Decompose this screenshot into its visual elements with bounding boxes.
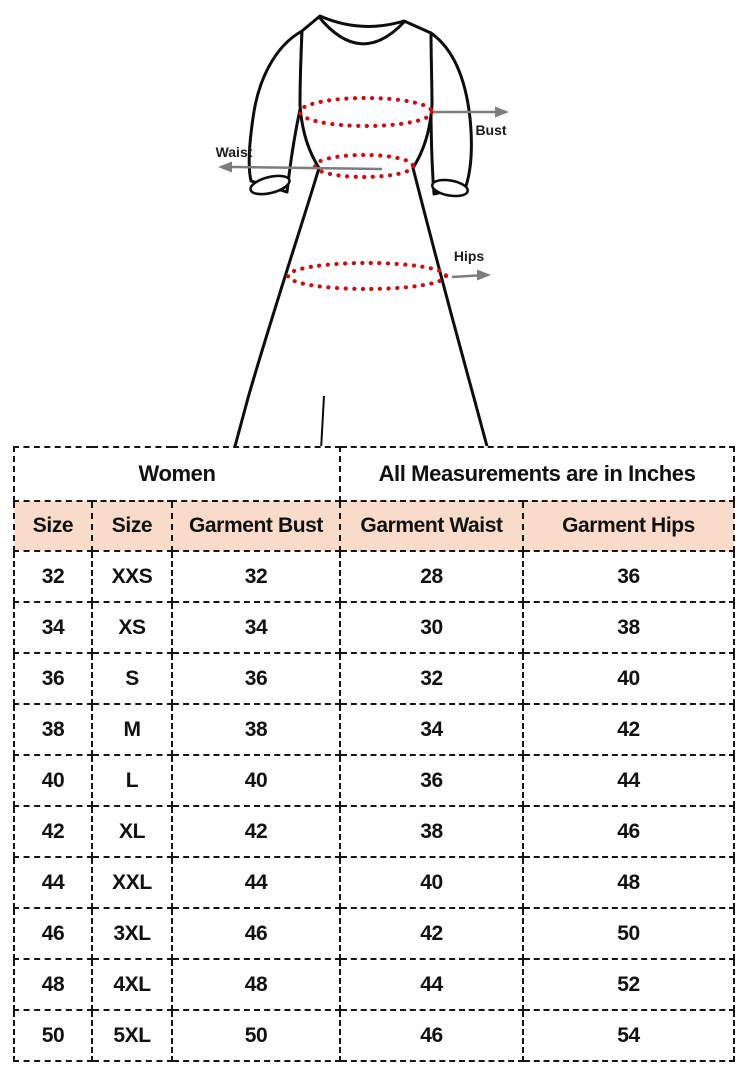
table-row: 40 L 40 36 44: [13, 754, 736, 807]
cell-garment-bust: 48: [170, 958, 342, 1011]
cell-size-number: 34: [13, 601, 93, 654]
cell-size-number: 32: [13, 550, 93, 603]
col-header-size-number: Size: [13, 500, 93, 552]
bust-measure-ellipse: [297, 95, 435, 129]
dress-body: [233, 14, 489, 446]
dress-diagram-svg: Bust Waist Hips: [216, 14, 509, 446]
cell-garment-bust: 42: [170, 805, 342, 858]
cell-size-label: 3XL: [91, 907, 173, 960]
cell-garment-bust: 36: [170, 652, 342, 705]
right-sleeve: [429, 31, 473, 196]
dress-diagram: Bust Waist Hips: [0, 0, 746, 446]
cell-size-number: 44: [13, 856, 93, 909]
cell-garment-waist: 32: [339, 652, 525, 705]
table-row: 48 4XL 48 44 52: [13, 958, 736, 1011]
cell-garment-hips: 50: [522, 907, 736, 960]
cell-size-label: XXS: [91, 550, 173, 603]
cell-size-number: 50: [13, 1009, 93, 1062]
units-note-header: All Measurements are in Inches: [339, 446, 736, 502]
col-header-garment-hips: Garment Hips: [522, 500, 736, 552]
hips-arrow: [451, 269, 491, 281]
cell-size-label: XXL: [91, 856, 173, 909]
cell-garment-hips: 42: [522, 703, 736, 756]
cell-garment-waist: 44: [339, 958, 525, 1011]
cell-size-number: 36: [13, 652, 93, 705]
cell-size-label: M: [91, 703, 173, 756]
cell-garment-hips: 38: [522, 601, 736, 654]
cell-size-number: 46: [13, 907, 93, 960]
group-header-row: Women All Measurements are in Inches: [12, 446, 736, 502]
cell-garment-bust: 32: [170, 550, 342, 603]
cell-garment-bust: 38: [170, 703, 342, 756]
cell-garment-bust: 50: [170, 1009, 342, 1062]
col-header-garment-bust: Garment Bust: [170, 500, 342, 552]
table-row: 34 XS 34 30 38: [13, 601, 736, 654]
cell-garment-waist: 40: [339, 856, 525, 909]
cell-size-number: 42: [13, 805, 93, 858]
cell-garment-bust: 40: [170, 754, 342, 807]
table-row: 44 XXL 44 40 48: [13, 856, 736, 909]
cell-garment-bust: 34: [170, 601, 342, 654]
table-row: 46 3XL 46 42 50: [13, 907, 736, 960]
size-chart-table: Women All Measurements are in Inches Siz…: [12, 446, 736, 1062]
cell-garment-hips: 54: [522, 1009, 736, 1062]
women-group-header: Women: [12, 446, 342, 502]
cell-garment-bust: 44: [170, 856, 342, 909]
cell-size-label: XL: [91, 805, 173, 858]
bust-label: Bust: [475, 122, 506, 138]
table-row: 38 M 38 34 42: [13, 703, 736, 756]
bust-arrow: [433, 106, 509, 118]
waist-arrow: [218, 161, 383, 173]
cell-garment-waist: 30: [339, 601, 525, 654]
right-cuff: [430, 178, 470, 198]
skirt-fold-line: [320, 395, 325, 446]
col-header-garment-waist: Garment Waist: [339, 500, 525, 552]
hips-measure-ellipse: [285, 260, 449, 292]
cell-garment-waist: 42: [339, 907, 525, 960]
waist-measure-ellipse: [312, 152, 416, 180]
table-row: 42 XL 42 38 46: [13, 805, 736, 858]
cell-garment-waist: 28: [339, 550, 525, 603]
cell-size-number: 40: [13, 754, 93, 807]
neckline: [317, 15, 406, 46]
cell-garment-hips: 46: [522, 805, 736, 858]
cell-garment-hips: 48: [522, 856, 736, 909]
cell-size-label: 4XL: [91, 958, 173, 1011]
cell-size-label: L: [91, 754, 173, 807]
cell-garment-waist: 46: [339, 1009, 525, 1062]
table-row: 50 5XL 50 46 54: [13, 1009, 736, 1062]
cell-garment-hips: 36: [522, 550, 736, 603]
cell-size-number: 38: [13, 703, 93, 756]
waist-label: Waist: [216, 144, 253, 160]
cell-garment-hips: 52: [522, 958, 736, 1011]
cell-size-number: 48: [13, 958, 93, 1011]
cell-garment-hips: 44: [522, 754, 736, 807]
table-row: 32 XXS 32 28 36: [13, 550, 736, 603]
hips-label: Hips: [454, 248, 485, 264]
column-header-row: Size Size Garment Bust Garment Waist Gar…: [13, 500, 736, 552]
cell-size-label: 5XL: [91, 1009, 173, 1062]
cell-size-label: XS: [91, 601, 173, 654]
cell-size-label: S: [91, 652, 173, 705]
col-header-size-label: Size: [91, 500, 173, 552]
cell-garment-waist: 34: [339, 703, 525, 756]
table-row: 36 S 36 32 40: [13, 652, 736, 705]
cell-garment-waist: 36: [339, 754, 525, 807]
cell-garment-waist: 38: [339, 805, 525, 858]
cell-garment-hips: 40: [522, 652, 736, 705]
cell-garment-bust: 46: [170, 907, 342, 960]
left-cuff: [249, 174, 291, 196]
